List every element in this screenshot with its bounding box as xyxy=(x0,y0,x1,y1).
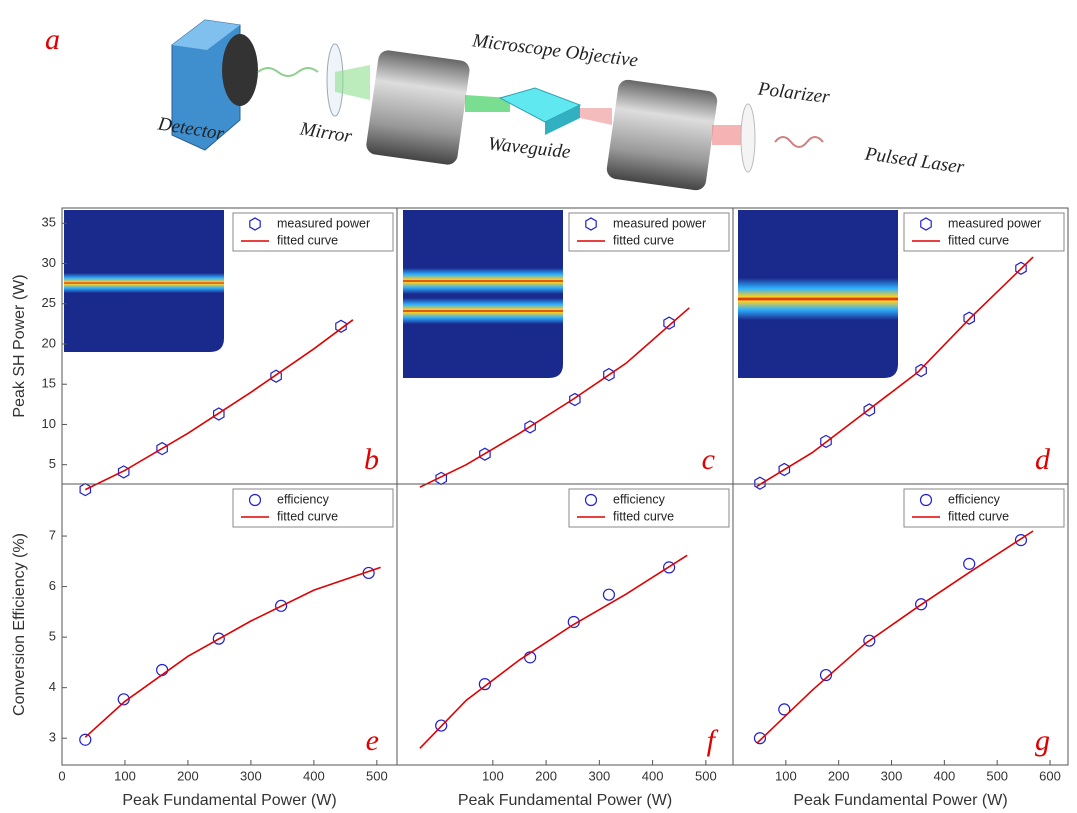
panel-label: c xyxy=(702,443,715,476)
x-tick-label: 200 xyxy=(177,768,199,783)
y-tick-label: 5 xyxy=(49,456,56,471)
y-axis-label: Conversion Efficiency (%) xyxy=(11,533,28,716)
x-tick-label: 400 xyxy=(642,768,664,783)
fit-line xyxy=(85,567,380,737)
panel-label: f xyxy=(707,724,719,757)
x-tick-label: 400 xyxy=(934,768,956,783)
inset-mode xyxy=(64,273,224,293)
x-axis-label: Peak Fundamental Power (W) xyxy=(122,792,336,809)
y-tick-label: 25 xyxy=(42,295,56,310)
data-point xyxy=(754,733,765,744)
x-tick-label: 400 xyxy=(303,768,325,783)
y-tick-label: 30 xyxy=(42,255,56,270)
objective xyxy=(606,79,719,192)
inset-mode xyxy=(403,298,563,324)
y-tick-label: 3 xyxy=(49,730,56,745)
legend-label: measured power xyxy=(277,216,370,230)
figure: a Microscope Objective Polarizer Detecto… xyxy=(0,0,1077,813)
x-tick-label: 600 xyxy=(1039,768,1061,783)
x-axis-label: Peak Fundamental Power (W) xyxy=(793,792,1007,809)
legend-label: fitted curve xyxy=(948,509,1009,523)
label: Waveguide xyxy=(487,133,571,163)
legend-label: efficiency xyxy=(277,492,330,506)
y-tick-label: 20 xyxy=(42,335,56,350)
legend-label: efficiency xyxy=(948,492,1001,506)
legend-label: measured power xyxy=(948,216,1041,230)
label: Microscope Objective xyxy=(470,30,639,71)
x-axis-label: Peak Fundamental Power (W) xyxy=(458,792,672,809)
y-tick-label: 35 xyxy=(42,215,56,230)
legend-label: measured power xyxy=(613,216,706,230)
panel-label: d xyxy=(1035,443,1051,476)
data-point xyxy=(916,365,926,377)
legend-label: fitted curve xyxy=(613,509,674,523)
label: Polarizer xyxy=(756,78,831,108)
data-point xyxy=(964,558,975,569)
x-tick-label: 100 xyxy=(114,768,136,783)
x-tick-label: 500 xyxy=(986,768,1008,783)
x-tick-label: 300 xyxy=(240,768,262,783)
fit-line xyxy=(420,555,687,748)
objective xyxy=(365,49,471,166)
schematic: a Microscope Objective Polarizer Detecto… xyxy=(45,20,966,191)
inset-mode xyxy=(403,268,563,294)
y-tick-label: 15 xyxy=(42,376,56,391)
legend-label: efficiency xyxy=(613,492,666,506)
polarizer xyxy=(741,104,755,172)
y-tick-label: 10 xyxy=(42,416,56,431)
x-tick-label: 300 xyxy=(881,768,903,783)
x-tick-label: 500 xyxy=(366,768,388,783)
panel-label: b xyxy=(364,443,379,476)
legend-label: fitted curve xyxy=(613,233,674,247)
x-tick-label: 100 xyxy=(775,768,797,783)
legend-label: fitted curve xyxy=(948,233,1009,247)
x-tick-label: 100 xyxy=(482,768,504,783)
panel-label: a xyxy=(45,23,60,56)
label: Mirror xyxy=(298,118,354,147)
y-tick-label: 5 xyxy=(49,629,56,644)
y-tick-label: 4 xyxy=(49,679,56,694)
x-tick-label: 500 xyxy=(695,768,717,783)
data-point xyxy=(603,589,614,600)
x-tick-label: 0 xyxy=(58,768,65,783)
beam xyxy=(258,68,318,76)
legend-label: fitted curve xyxy=(277,233,338,247)
x-tick-label: 200 xyxy=(828,768,850,783)
y-axis-label: Peak SH Power (W) xyxy=(11,274,28,417)
insets xyxy=(64,210,898,378)
beam xyxy=(580,108,612,125)
data-point xyxy=(80,734,91,745)
panel-label: g xyxy=(1035,724,1050,757)
fit-line xyxy=(757,531,1033,743)
label: Pulsed Laser xyxy=(863,143,966,178)
panel-label: e xyxy=(366,724,379,757)
legend-label: fitted curve xyxy=(277,509,338,523)
y-tick-label: 7 xyxy=(49,527,56,542)
x-tick-label: 300 xyxy=(588,768,610,783)
inset-mode xyxy=(738,278,898,320)
y-tick-label: 6 xyxy=(49,578,56,593)
detector-lens xyxy=(222,34,258,106)
beam xyxy=(775,137,823,147)
x-tick-label: 200 xyxy=(535,768,557,783)
